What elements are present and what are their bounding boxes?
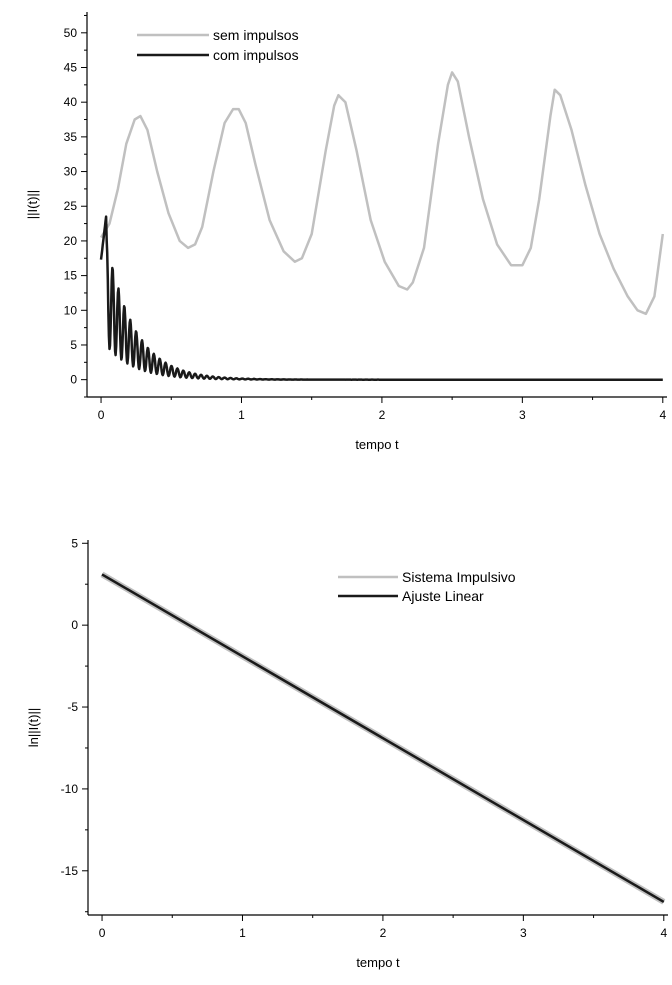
x-tick-label: 1 <box>238 408 245 422</box>
x-tick-label: 0 <box>98 408 105 422</box>
legend-label-1: Sistema Impulsivo <box>402 569 516 585</box>
y-tick-label: 35 <box>64 130 78 144</box>
x-tick-label: 2 <box>379 408 386 422</box>
y-tick-label: 20 <box>64 234 78 248</box>
y-tick-label: 45 <box>64 60 78 74</box>
y-tick-label: 25 <box>64 199 78 213</box>
y-tick-label: 30 <box>64 165 78 179</box>
legend-label-1: sem impulsos <box>213 27 299 43</box>
y-tick-label: 0 <box>70 373 77 387</box>
chart-bottom: 0 1 2 3 4 5 0 -5 -10 -15 tempo t ln||I(t)|| Sistema … <box>26 536 668 970</box>
series-line-2 <box>99 215 664 381</box>
y-tick-label: 15 <box>64 269 78 283</box>
x-tick-label: 4 <box>659 408 666 422</box>
x-tick-label: 3 <box>519 408 526 422</box>
x-tick-label: 1 <box>239 926 246 940</box>
x-axis-title: tempo t <box>356 955 400 970</box>
y-tick-label: -5 <box>67 700 78 714</box>
x-axis-title: tempo t <box>355 437 399 452</box>
x-tick-label: 2 <box>380 926 387 940</box>
x-tick-label: 4 <box>660 926 667 940</box>
y-axis-title: ln||I(t)|| <box>26 708 41 748</box>
legend-label-2: com impulsos <box>213 47 299 63</box>
y-tick-label: 5 <box>71 536 78 550</box>
y-tick-label: 50 <box>64 26 78 40</box>
y-tick-label: -15 <box>61 864 79 878</box>
y-axis-title: ||I(t)|| <box>25 190 40 219</box>
y-tick-label: 5 <box>70 338 77 352</box>
x-tick-label: 0 <box>99 926 106 940</box>
y-tick-label: 0 <box>71 618 78 632</box>
y-tick-label: 10 <box>64 303 78 317</box>
series-line-2 <box>101 573 665 903</box>
y-tick-label: 40 <box>64 95 78 109</box>
x-tick-label: 3 <box>520 926 527 940</box>
series-line-1 <box>99 71 665 316</box>
legend-label-2: Ajuste Linear <box>402 588 484 604</box>
y-tick-label: -10 <box>61 782 79 796</box>
